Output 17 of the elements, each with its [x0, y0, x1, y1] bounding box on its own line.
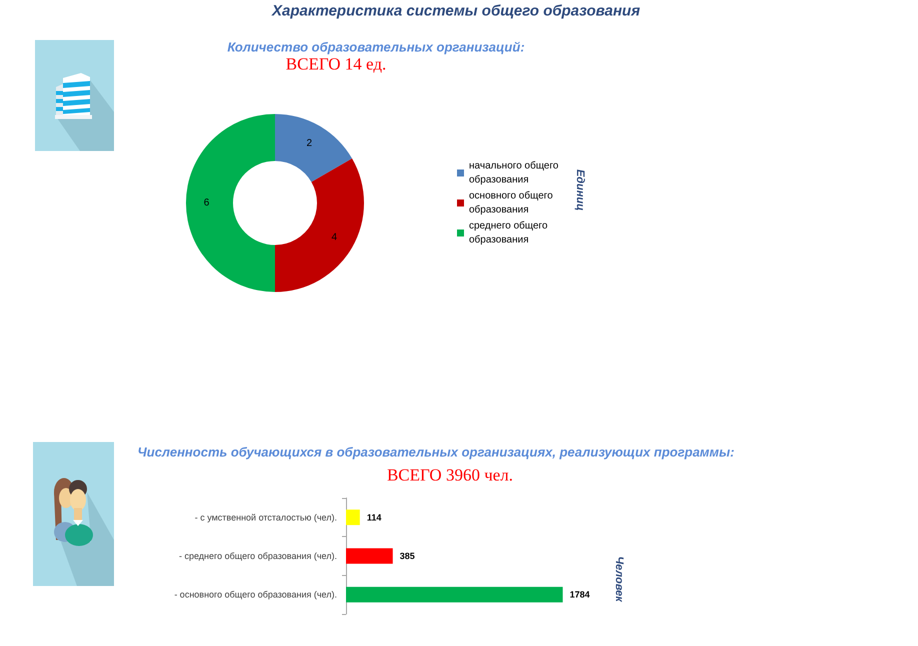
y-tick-label: - основного общего образования (чел). [174, 590, 337, 600]
data-label: 6 [204, 198, 210, 208]
text: Единиц [574, 169, 586, 211]
chart-title: Численность обучающихся в образовательных организациях, реализующих программы: [138, 444, 734, 460]
chart-title: Количество образовательных организаций: [227, 40, 525, 54]
data-label: 1784 [570, 590, 590, 600]
y-tick-label: - с умственной отсталостью (чел). [194, 512, 337, 522]
text: Человек [613, 556, 625, 604]
text: Характеристика системы общего образования [270, 2, 640, 20]
legend-label: среднего общего образования [469, 220, 548, 246]
y-tick-label: - среднего общего образования (чел). [179, 551, 337, 561]
data-label: 2 [306, 138, 312, 150]
data-label: 114 [366, 512, 382, 522]
chart-subtitle: ВСЕГО 14 ед. [286, 54, 386, 74]
data-label: 385 [400, 551, 415, 561]
chart-subtitle: ВСЕГО 3960 чел. [386, 466, 514, 484]
data-label: 4 [332, 232, 338, 243]
